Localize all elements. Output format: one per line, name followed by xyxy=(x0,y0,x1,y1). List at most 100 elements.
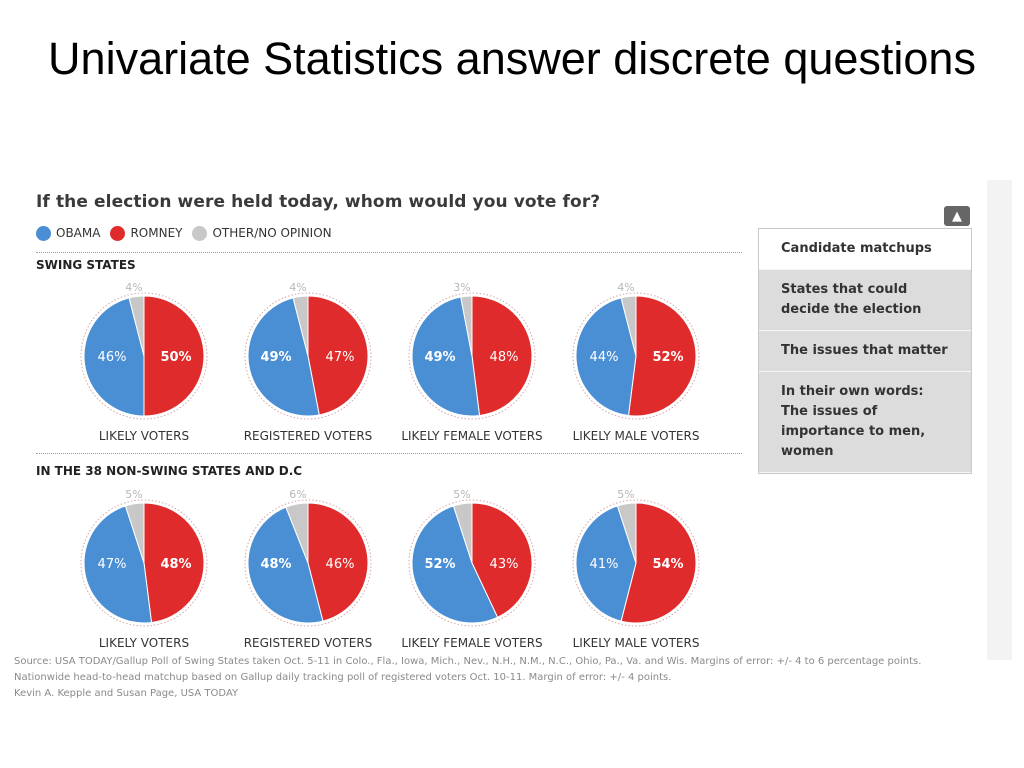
pie-slice-obama xyxy=(247,506,324,624)
pie-label-obama: 46% xyxy=(98,350,127,365)
sidebar-nav: Candidate matchups States that could dec… xyxy=(758,228,972,474)
pie-charts: 46% 50% 4% LIKELY VOTERS 49% 47% 4% REGISTERED … xyxy=(80,281,700,650)
pie-slice-romney xyxy=(620,502,697,624)
pie-chart: 48% 46% 6% REGISTERED VOTERS xyxy=(244,488,373,650)
pie-slice-other xyxy=(285,502,309,564)
pie-label-romney: 50% xyxy=(160,350,191,365)
source-footnote: Source: USA TODAY/Gallup Poll of Swing S… xyxy=(14,654,974,702)
legend-label-obama: OBAMA xyxy=(56,226,101,240)
pie-slice-romney xyxy=(307,502,369,622)
section-divider xyxy=(36,453,742,454)
legend-item-obama: OBAMA xyxy=(36,225,101,241)
legend-item-romney: ROMNEY xyxy=(110,225,183,241)
pie-label-obama: 52% xyxy=(424,557,455,572)
slide-title: Univariate Statistics answer discrete qu… xyxy=(48,33,976,84)
pie-label-romney: 48% xyxy=(490,350,519,365)
pie-label-romney: 48% xyxy=(160,557,191,572)
pie-slice-other xyxy=(452,502,473,564)
pie-outline xyxy=(244,499,372,627)
pie-label-other: 6% xyxy=(289,488,306,501)
pie-outline xyxy=(80,499,208,627)
pie-caption: LIKELY VOTERS xyxy=(99,636,189,650)
pie-label-romney: 54% xyxy=(652,557,683,572)
pie-slice-other xyxy=(292,295,309,357)
sidebar-item-candidate-matchups[interactable]: Candidate matchups xyxy=(759,229,971,270)
pie-slice-obama xyxy=(575,297,637,417)
legend-label-romney: ROMNEY xyxy=(130,226,183,240)
pie-slice-obama xyxy=(247,297,320,417)
section-divider xyxy=(36,252,742,253)
legend-swatch-romney xyxy=(110,225,126,241)
poll-question: If the election were held today, whom wo… xyxy=(36,192,601,212)
pie-label-obama: 41% xyxy=(590,557,619,572)
pie-caption: REGISTERED VOTERS xyxy=(244,636,373,650)
pie-chart: 44% 52% 4% LIKELY MALE VOTERS xyxy=(572,281,700,443)
pie-slice-other xyxy=(460,295,473,357)
pie-caption: LIKELY VOTERS xyxy=(99,429,189,443)
pie-chart: 41% 54% 5% LIKELY MALE VOTERS xyxy=(572,488,700,650)
pie-slice-other xyxy=(620,295,637,357)
chart-legend: OBAMA ROMNEY OTHER/NO OPINION xyxy=(36,225,342,241)
pie-slice-obama xyxy=(411,296,481,417)
pie-label-romney: 52% xyxy=(652,350,683,365)
pie-chart: 49% 48% 3% LIKELY FEMALE VOTERS xyxy=(401,281,542,443)
sidebar-item-states-decide[interactable]: States that could decide the election xyxy=(759,270,971,331)
pie-chart: 52% 43% 5% LIKELY FEMALE VOTERS xyxy=(401,488,542,650)
pie-outline xyxy=(408,292,536,420)
pie-slice-other xyxy=(128,295,145,357)
pie-label-romney: 43% xyxy=(490,557,519,572)
footnote-line: Kevin A. Kepple and Susan Page, USA TODA… xyxy=(14,688,239,699)
pie-slice-romney xyxy=(307,295,369,416)
pie-outline xyxy=(572,499,700,627)
pie-label-romney: 47% xyxy=(326,350,355,365)
pie-label-other: 5% xyxy=(617,488,634,501)
sidebar-item-issues[interactable]: The issues that matter xyxy=(759,331,971,372)
sidebar-item-own-words[interactable]: In their own words: The issues of import… xyxy=(759,372,971,473)
pie-label-other: 5% xyxy=(125,488,142,501)
pie-label-obama: 47% xyxy=(98,557,127,572)
pie-slice-obama xyxy=(575,505,637,622)
pie-label-obama: 49% xyxy=(424,350,455,365)
pie-label-other: 4% xyxy=(125,281,142,294)
pie-caption: LIKELY MALE VOTERS xyxy=(573,636,700,650)
pie-label-other: 3% xyxy=(453,281,470,294)
section-title-nonswing: IN THE 38 NON-SWING STATES AND D.C xyxy=(36,464,303,478)
pie-outline xyxy=(80,292,208,420)
poll-graphic: If the election were held today, whom wo… xyxy=(12,180,1012,708)
pie-slice-romney xyxy=(627,295,697,417)
pie-chart: 46% 50% 4% LIKELY VOTERS xyxy=(80,281,208,443)
pie-slice-romney xyxy=(471,502,533,618)
legend-swatch-other xyxy=(192,225,208,241)
section-title-swing: SWING STATES xyxy=(36,258,136,272)
footnote-line: Nationwide head-to-head matchup based on… xyxy=(14,672,672,683)
pie-outline xyxy=(408,499,536,627)
pie-chart: 47% 48% 5% LIKELY VOTERS xyxy=(80,488,208,650)
pie-label-obama: 48% xyxy=(260,557,291,572)
legend-swatch-obama xyxy=(36,225,51,241)
footnote-line: Source: USA TODAY/Gallup Poll of Swing S… xyxy=(14,656,922,667)
pie-slice-other xyxy=(124,502,145,564)
pie-label-romney: 46% xyxy=(326,557,355,572)
graphic-edge xyxy=(987,180,1012,660)
pie-slice-romney xyxy=(471,295,533,417)
legend-item-other: OTHER/NO OPINION xyxy=(192,225,332,241)
pie-caption: REGISTERED VOTERS xyxy=(244,429,373,443)
pie-caption: LIKELY MALE VOTERS xyxy=(573,429,700,443)
chevron-up-icon[interactable]: ▲ xyxy=(944,206,970,226)
pie-slice-romney xyxy=(143,502,205,624)
pie-slice-obama xyxy=(83,297,145,417)
pie-outline xyxy=(244,292,372,420)
pie-label-other: 4% xyxy=(617,281,634,294)
pie-label-obama: 49% xyxy=(260,350,291,365)
legend-label-other: OTHER/NO OPINION xyxy=(212,226,332,240)
pie-label-other: 4% xyxy=(289,281,306,294)
pie-chart: 49% 47% 4% REGISTERED VOTERS xyxy=(244,281,373,443)
pie-slice-other xyxy=(616,502,637,564)
pie-slice-obama xyxy=(411,505,499,624)
pie-caption: LIKELY FEMALE VOTERS xyxy=(401,429,542,443)
pie-outline xyxy=(572,292,700,420)
pie-caption: LIKELY FEMALE VOTERS xyxy=(401,636,542,650)
pie-label-other: 5% xyxy=(453,488,470,501)
pie-slice-romney xyxy=(143,295,205,417)
pie-label-obama: 44% xyxy=(590,350,619,365)
